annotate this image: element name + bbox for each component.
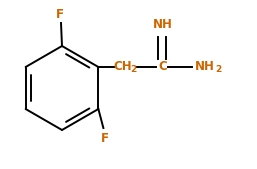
- Text: F: F: [56, 8, 64, 21]
- Text: CH: CH: [113, 59, 132, 73]
- Text: 2: 2: [130, 66, 136, 75]
- Text: F: F: [101, 131, 109, 144]
- Text: NH: NH: [152, 18, 172, 31]
- Text: 2: 2: [215, 66, 222, 75]
- Text: NH: NH: [195, 59, 214, 73]
- Text: C: C: [158, 59, 167, 73]
